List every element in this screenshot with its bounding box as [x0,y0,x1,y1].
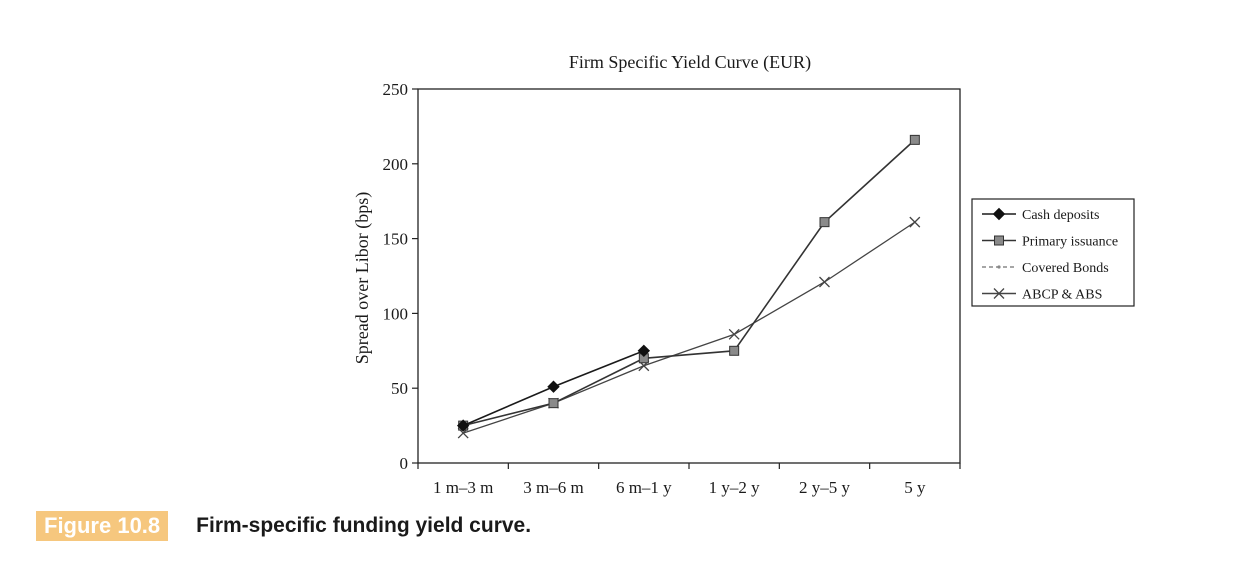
legend: Cash deposits Primary issuance Covered Bon… [971,198,1135,307]
data-point [909,216,921,228]
data-point [547,380,560,393]
x-tick-label: 1 y–2 y [709,478,761,497]
legend-item: Covered Bonds [982,261,1109,276]
series-abcp-abs [457,216,921,439]
data-point [819,276,830,288]
series-layer [456,134,921,439]
data-point [548,398,559,409]
y-tick-label: 200 [383,155,409,174]
legend-label: Primary issuance [1022,235,1118,250]
series-cash-deposits [456,344,651,432]
series-line [462,221,916,434]
legend-label: Covered Bonds [1022,261,1109,276]
legend-marker [994,235,1004,246]
x-tick-label: 3 m–6 m [523,478,583,497]
x-tick-label: 2 y–5 y [799,478,851,497]
x-tick-label: 5 y [904,478,926,497]
y-tick-label: 0 [400,454,409,473]
figure-caption-text: Firm-specific funding yield curve. [196,514,532,537]
y-tick-label: 50 [391,379,408,398]
legend-label: Cash deposits [1022,208,1099,223]
data-point [456,419,470,432]
data-point [729,345,740,356]
legend-item: ABCP & ABS [982,288,1102,303]
y-tick-label: 100 [383,304,409,323]
figure-label: Figure 10.8 [36,511,169,541]
legend-marker [992,207,1006,221]
data-point [637,344,651,358]
data-point [819,217,830,228]
yield-curve-chart: Firm Specific Yield Curve (EUR) Spread o… [352,52,1135,497]
y-axis: 0 50 100 150 200 250 [383,80,418,473]
legend-marker [993,288,1005,299]
plot-frame [417,88,961,464]
data-point [909,134,920,145]
legend-label: ABCP & ABS [1022,288,1102,303]
chart-title: Firm Specific Yield Curve (EUR) [569,52,811,73]
legend-item: Cash deposits [982,207,1099,223]
y-tick-label: 150 [383,230,409,249]
series-line [462,139,916,427]
legend-marker [997,265,1001,269]
y-tick-label: 250 [383,80,409,99]
figure-caption: Figure 10.8 Firm-specific funding yield … [36,511,531,541]
x-tick-label: 6 m–1 y [616,478,672,497]
y-axis-label: Spread over Libor (bps) [352,192,373,364]
x-tick-label: 1 m–3 m [433,478,493,497]
x-axis: 1 m–3 m 3 m–6 m 6 m–1 y 1 y–2 y 2 y–5 y 5 y [417,463,961,497]
series-primary-issuance [458,134,920,431]
legend-item: Primary issuance [982,235,1118,250]
data-point [728,328,740,340]
